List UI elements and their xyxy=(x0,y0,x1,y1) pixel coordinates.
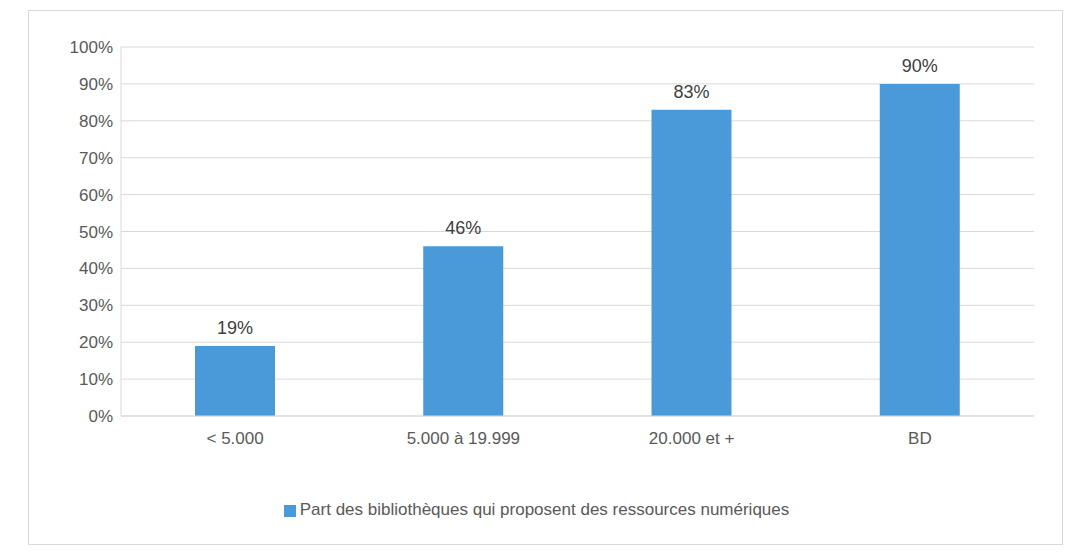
svg-text:30%: 30% xyxy=(79,296,113,315)
svg-text:60%: 60% xyxy=(79,186,113,205)
html-text:Part des bibliothèques qui pro: Part des bibliothèques qui proposent des… xyxy=(299,500,790,519)
svg-text:20%: 20% xyxy=(79,333,113,352)
svg-text:90%: 90% xyxy=(902,56,938,76)
svg-text:10%: 10% xyxy=(79,370,113,389)
svg-text:100%: 100% xyxy=(70,38,113,57)
svg-text:40%: 40% xyxy=(79,259,113,278)
svg-text:83%: 83% xyxy=(673,82,709,102)
svg-text:90%: 90% xyxy=(79,75,113,94)
svg-text:80%: 80% xyxy=(79,112,113,131)
svg-text:70%: 70% xyxy=(79,149,113,168)
svg-text:BD: BD xyxy=(908,429,932,448)
svg-text:50%: 50% xyxy=(79,223,113,242)
svg-text:0%: 0% xyxy=(88,407,113,426)
svg-text:5.000 à 19.999: 5.000 à 19.999 xyxy=(407,429,520,448)
svg-text:20.000 et +: 20.000 et + xyxy=(649,429,735,448)
svg-text:46%: 46% xyxy=(445,218,481,238)
svg-text:< 5.000: < 5.000 xyxy=(207,429,264,448)
svg-text:19%: 19% xyxy=(217,318,253,338)
